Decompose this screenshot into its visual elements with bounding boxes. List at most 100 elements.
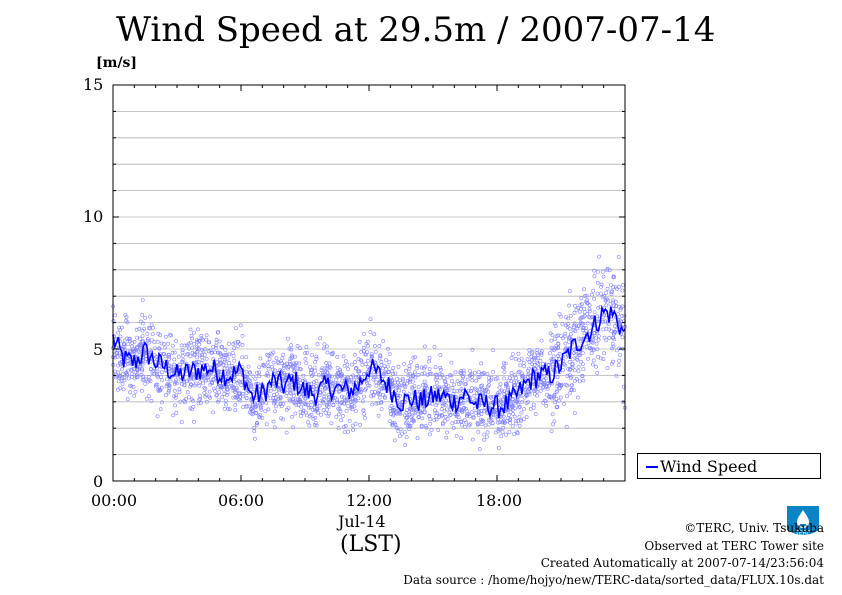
scatter-point xyxy=(586,356,590,361)
scatter-point xyxy=(474,378,479,383)
scatter-point xyxy=(241,391,246,396)
scatter-point xyxy=(311,372,316,377)
scatter-point xyxy=(135,335,140,340)
scatter-point xyxy=(449,373,454,378)
scatter-point xyxy=(249,385,254,390)
scatter-point xyxy=(549,429,554,434)
scatter-point xyxy=(308,381,313,386)
scatter-point xyxy=(393,380,397,385)
scatter-point xyxy=(187,377,192,381)
scatter-point xyxy=(536,361,540,366)
scatter-point xyxy=(614,373,619,378)
scatter-point xyxy=(178,399,183,404)
scatter-point xyxy=(310,353,314,358)
scatter-point xyxy=(617,304,621,309)
scatter-point xyxy=(350,407,355,412)
scatter-point xyxy=(491,348,496,353)
scatter-point xyxy=(506,387,510,392)
scatter-point xyxy=(335,399,339,404)
scatter-point xyxy=(181,358,186,363)
scatter-point xyxy=(463,424,467,429)
scatter-point xyxy=(554,405,559,410)
scatter-point xyxy=(402,362,407,366)
scatter-point xyxy=(216,363,221,368)
scatter-point xyxy=(316,373,321,377)
scatter-point xyxy=(377,344,382,348)
scatter-point xyxy=(424,425,429,430)
scatter-point xyxy=(500,388,504,393)
scatter-point xyxy=(379,400,384,404)
scatter-point xyxy=(143,381,148,386)
scatter-point xyxy=(257,365,262,370)
scatter-point xyxy=(173,380,178,385)
scatter-point xyxy=(439,407,444,412)
scatter-point xyxy=(335,397,340,402)
scatter-point xyxy=(342,395,347,400)
scatter-point xyxy=(270,364,274,369)
scatter-point xyxy=(347,418,352,423)
scatter-point xyxy=(379,359,384,364)
scatter-point xyxy=(607,335,612,340)
scatter-point xyxy=(346,404,351,409)
scatter-point xyxy=(559,382,564,387)
scatter-point xyxy=(264,422,269,427)
scatter-point xyxy=(386,369,391,374)
scatter-point xyxy=(160,400,164,405)
scatter-point xyxy=(160,378,164,383)
scatter-point xyxy=(125,397,130,402)
scatter-point xyxy=(481,409,486,413)
scatter-point xyxy=(591,358,596,363)
scatter-point xyxy=(295,366,300,371)
scatter-point xyxy=(127,339,132,343)
scatter-point xyxy=(400,376,405,381)
scatter-point xyxy=(292,365,297,369)
scatter-point xyxy=(172,362,177,367)
scatter-point xyxy=(463,406,468,411)
scatter-point xyxy=(335,374,340,379)
scatter-point xyxy=(555,381,560,386)
scatter-point xyxy=(551,354,556,359)
scatter-point xyxy=(360,362,365,367)
scatter-point xyxy=(617,318,622,322)
scatter-point xyxy=(246,364,251,369)
scatter-point xyxy=(222,359,227,364)
scatter-point xyxy=(445,374,450,379)
scatter-point xyxy=(428,432,432,437)
scatter-point xyxy=(223,358,227,363)
scatter-point xyxy=(601,357,606,362)
scatter-point xyxy=(151,368,156,373)
scatter-point xyxy=(244,355,249,360)
scatter-point xyxy=(381,374,386,379)
scatter-point xyxy=(580,315,584,320)
scatter-point xyxy=(370,402,375,407)
scatter-point xyxy=(606,298,610,303)
scatter-point xyxy=(502,361,506,366)
scatter-point xyxy=(401,389,406,394)
scatter-point xyxy=(180,350,185,355)
scatter-point xyxy=(182,343,187,348)
scatter-point xyxy=(618,353,622,358)
scatter-point xyxy=(405,381,409,386)
scatter-point xyxy=(576,364,581,369)
scatter-point xyxy=(303,356,308,361)
scatter-point xyxy=(475,391,480,396)
scatter-point xyxy=(404,421,408,426)
scatter-point xyxy=(228,366,233,371)
scatter-point xyxy=(552,392,557,397)
scatter-point xyxy=(540,349,544,354)
scatter-point xyxy=(165,377,170,382)
scatter-point xyxy=(404,435,409,440)
scatter-point xyxy=(517,380,521,385)
scatter-point xyxy=(123,313,128,317)
scatter-point xyxy=(470,347,475,352)
scatter-point xyxy=(366,343,371,348)
scatter-point xyxy=(372,332,377,337)
scatter-point xyxy=(595,280,600,285)
scatter-point xyxy=(578,309,582,314)
scatter-point xyxy=(185,352,190,357)
scatter-point xyxy=(545,381,550,386)
scatter-point xyxy=(459,369,464,373)
scatter-point xyxy=(394,411,398,416)
scatter-point xyxy=(346,429,350,434)
scatter-point xyxy=(445,430,449,435)
